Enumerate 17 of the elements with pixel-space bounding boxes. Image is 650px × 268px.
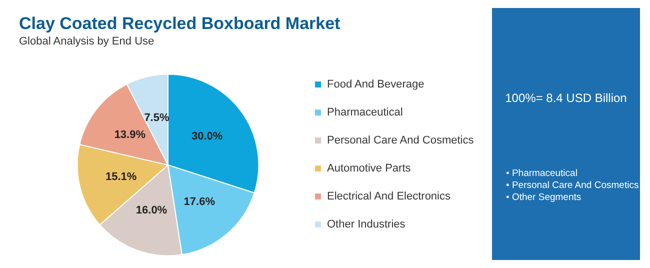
legend-label: Pharmaceutical	[327, 106, 403, 118]
chart-subtitle: Global Analysis by End Use	[19, 36, 154, 48]
legend-label: Other Industries	[327, 218, 406, 230]
data-label: 30.0%	[191, 130, 223, 143]
legend-label: Electrical And Electronics	[327, 190, 451, 202]
text: • Personal Care And Cosmetics	[506, 180, 640, 192]
legend-label: Food And Beverage	[327, 78, 424, 90]
data-label: 17.6%	[184, 196, 216, 208]
text: • Pharmaceutical	[506, 168, 578, 180]
data-label: 16.0%	[136, 204, 168, 216]
text: 100%= 8.4 USD Billion	[504, 91, 628, 105]
chart-title: Clay Coated Recycled Boxboard Market	[19, 14, 341, 33]
legend-label: Personal Care And Cosmetics	[327, 134, 474, 146]
legend-label: Automotive Parts	[327, 162, 412, 174]
data-label: 15.1%	[106, 170, 137, 183]
text: • Other Segments	[506, 192, 582, 204]
data-label: 13.9%	[114, 129, 146, 142]
